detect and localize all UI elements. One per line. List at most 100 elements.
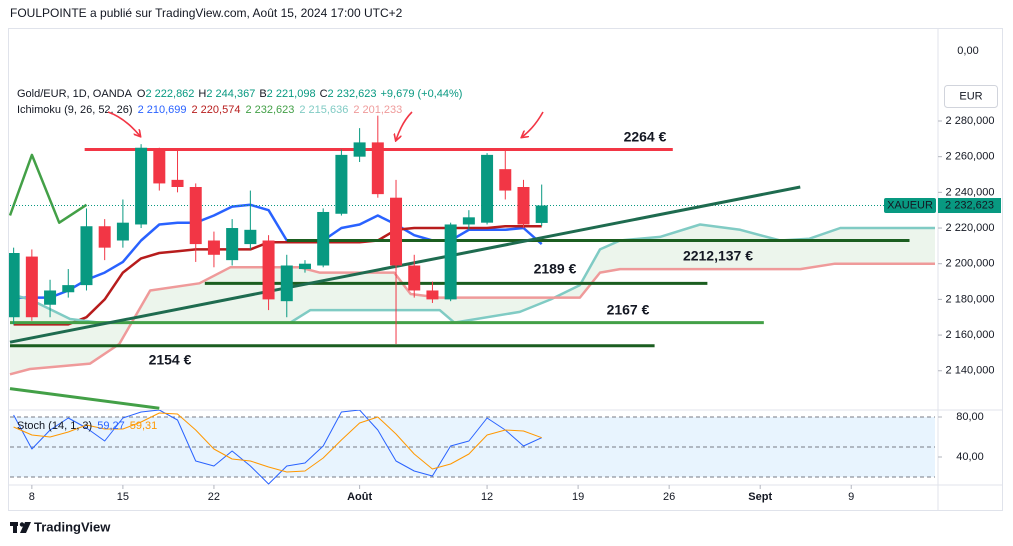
ohlc-value: 2 244,367 (206, 88, 255, 100)
ohlc-value: 2 232,623 (328, 88, 377, 100)
candle-body (280, 265, 293, 302)
ohlc-label: B (259, 88, 266, 100)
level-annotation: 2212,137 € (683, 248, 753, 264)
x-tick-label: 26 (663, 491, 675, 503)
x-tick-label: 22 (208, 491, 220, 503)
indicator-value: 2 215,636 (299, 104, 348, 116)
stoch-line (13, 412, 542, 473)
candle-body (517, 186, 530, 225)
ohlc-value: 2 222,862 (145, 88, 194, 100)
y-tick-label: 2 240,000 (946, 186, 995, 198)
y-tick-label: 2 160,000 (946, 329, 995, 341)
candle-body (535, 205, 548, 223)
symbol-tag (884, 198, 936, 214)
indicator-line (9, 153, 88, 224)
y-tick-label: 2 220,000 (946, 222, 995, 234)
price-tag-label: 2 232,623 (945, 199, 994, 211)
x-tick-label: 15 (117, 491, 129, 503)
indicator-legend: Ichimoku (9, 26, 52, 26) 2 210,699 2 220,5… (17, 104, 402, 116)
x-tick-label: 12 (481, 491, 493, 503)
main-pane (9, 115, 935, 410)
stoch-title: Stoch (14, 1, 3) (17, 420, 92, 432)
ohlc-label: H (198, 88, 206, 100)
candle-body (408, 265, 421, 291)
level-annotation: 2167 € (607, 302, 650, 318)
level-annotation: 2154 € (149, 352, 192, 368)
x-tick-label: Sept (748, 491, 772, 503)
candle-body (462, 217, 475, 225)
candle-body (207, 240, 220, 255)
candle-body (116, 222, 129, 241)
ohlc-label: C (320, 88, 328, 100)
symbol-tag-label: XAUEUR (887, 199, 933, 211)
candle-body (390, 197, 403, 266)
stoch-legend: Stoch (14, 1, 3) 59,27 59,31 (17, 420, 157, 432)
candle-body (25, 256, 38, 318)
candle-body (371, 142, 384, 195)
level-annotation: 2189 € (534, 261, 577, 277)
indicator-title: Ichimoku (9, 26, 52, 26) (17, 104, 133, 116)
y-tick-label: 40,00 (956, 451, 984, 463)
candle-body (244, 229, 257, 245)
indicator-value: 2 232,623 (245, 104, 294, 116)
candle-body (135, 147, 148, 225)
candle-body (44, 290, 57, 305)
indicator-value: 2 201,233 (353, 104, 402, 116)
ohlc-value: 2 221,098 (267, 88, 316, 100)
cloud-fill (10, 224, 935, 375)
candle-body (317, 211, 330, 266)
arrow (396, 111, 413, 140)
x-tick-label: 19 (572, 491, 584, 503)
arrow (107, 111, 140, 136)
stoch-pane (10, 410, 935, 485)
level-line (9, 387, 160, 410)
y-tick-label: 2 140,000 (946, 365, 995, 377)
indicator-value: 2 220,574 (192, 104, 241, 116)
y-tick-label: 2 280,000 (946, 115, 995, 127)
candle-body (153, 149, 166, 184)
candle-body (481, 154, 494, 223)
candle-body (353, 142, 366, 157)
stoch-line (13, 410, 542, 485)
symbol-title: Gold/EUR, 1D, OANDA (17, 88, 133, 100)
frame (8, 28, 1003, 511)
logo-dot (19, 522, 25, 527)
x-tick-label: 8 (29, 491, 35, 503)
candle-body (444, 224, 457, 300)
ohlc-label: O (137, 88, 146, 100)
candle-body (499, 169, 512, 191)
arrow (522, 111, 544, 137)
y-tick-label: 2 260,000 (946, 151, 995, 163)
logo-slash (20, 522, 31, 533)
y-tick-label: 80,00 (956, 411, 984, 423)
candle-body (426, 290, 439, 300)
y-tick-label: 2 180,000 (946, 293, 995, 305)
level-line (9, 185, 801, 344)
candle-body (262, 240, 275, 300)
candle-body (62, 285, 75, 293)
candle-body (80, 226, 93, 286)
currency-button[interactable] (944, 85, 998, 108)
top-scale-label: 0,00 (957, 45, 978, 57)
change: +9,679 (+0,44%) (380, 88, 462, 100)
candle-body (171, 179, 184, 187)
header: FOULPOINTE a publié sur TradingView.com,… (10, 6, 403, 20)
footer: TradingView (34, 519, 111, 534)
price-tag (938, 198, 1001, 214)
stoch-value: 59,27 (97, 420, 125, 432)
logo (10, 522, 31, 533)
y-tick-label: 2 200,000 (946, 258, 995, 270)
candle-body (189, 186, 202, 245)
candle-body (226, 228, 239, 261)
symbol-legend: Gold/EUR, 1D, OANDA O2 222,862 H2 244,367 B… (17, 88, 462, 100)
indicator-value: 2 210,699 (138, 104, 187, 116)
level-annotation: 2264 € (624, 129, 667, 145)
candle-body (335, 154, 348, 214)
candle-body (298, 263, 311, 270)
candle-body (9, 253, 20, 318)
candle-body (98, 226, 111, 248)
x-tick-label: 9 (848, 491, 854, 503)
currency[interactable]: EUR (959, 90, 982, 102)
